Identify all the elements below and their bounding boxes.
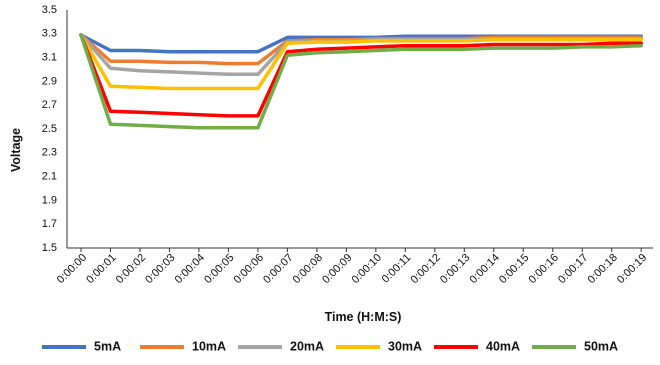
series-line-40mA <box>79 33 643 118</box>
y-axis-ticks: 1.5 1.7 1.9 2.1 2.3 2.5 2.7 2.9 3.1 3.3 3.5 <box>42 4 57 254</box>
x-tick-label: 0:00:13 <box>438 252 472 286</box>
x-tick-label: 0:00:08 <box>291 252 325 286</box>
x-tick-label: 0:00:12 <box>409 252 443 286</box>
series-line-30mA <box>79 33 643 91</box>
y-axis-title: Voltage <box>9 128 23 172</box>
series-lines <box>79 33 643 130</box>
y-tick-label: 2.5 <box>42 123 57 135</box>
x-tick-label: 0:00:15 <box>497 252 531 286</box>
x-tick-label: 0:00:19 <box>615 252 649 286</box>
x-tick-label: 0:00:17 <box>556 252 590 286</box>
y-tick-label: 1.9 <box>42 194 57 206</box>
y-tick-label: 3.1 <box>42 52 57 64</box>
y-tick-label: 3.3 <box>42 28 57 40</box>
x-tick-label: 0:00:00 <box>55 252 89 286</box>
x-tick-label: 0:00:03 <box>143 252 177 286</box>
x-tick-label: 0:00:04 <box>173 252 207 286</box>
y-tick-label: 3.5 <box>42 4 57 16</box>
legend-label: 20mA <box>290 339 324 353</box>
y-tick-label: 1.5 <box>42 242 57 254</box>
axes <box>66 10 653 249</box>
x-axis-title: Time (H:M:S) <box>325 310 402 324</box>
x-axis-ticks: 0:00:000:00:010:00:020:00:030:00:040:00:… <box>55 248 649 286</box>
legend-label: 30mA <box>388 339 422 353</box>
x-tick-label: 0:00:18 <box>585 252 619 286</box>
x-tick-label: 0:00:01 <box>84 252 118 286</box>
series-line-50mA <box>79 33 643 130</box>
x-tick-label: 0:00:06 <box>232 252 266 286</box>
y-tick-label: 2.7 <box>42 99 57 111</box>
y-tick-label: 2.3 <box>42 147 57 159</box>
x-tick-label: 0:00:02 <box>114 252 148 286</box>
x-tick-label: 0:00:07 <box>261 252 295 286</box>
legend-label: 10mA <box>192 339 226 353</box>
x-tick-label: 0:00:09 <box>320 252 354 286</box>
x-tick-label: 0:00:05 <box>202 252 236 286</box>
x-tick-label: 0:00:16 <box>526 252 560 286</box>
x-tick-label: 0:00:10 <box>350 252 384 286</box>
y-tick-label: 2.9 <box>42 75 57 87</box>
x-tick-label: 0:00:11 <box>380 252 414 286</box>
legend: 5mA 10mA 20mA 30mA 40mA 50mA <box>42 339 618 353</box>
x-tick-label: 0:00:14 <box>468 252 502 286</box>
y-tick-label: 2.1 <box>42 171 57 183</box>
legend-label: 50mA <box>584 339 618 353</box>
y-tick-label: 1.7 <box>42 218 57 230</box>
legend-label: 5mA <box>94 339 121 353</box>
legend-label: 40mA <box>486 339 520 353</box>
